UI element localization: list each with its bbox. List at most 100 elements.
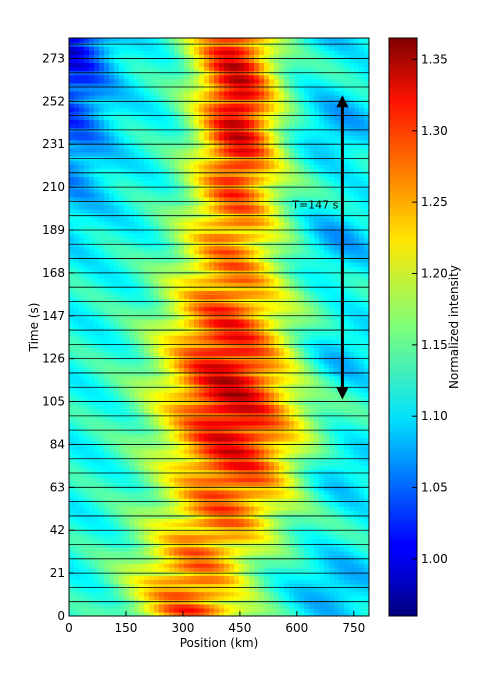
heatmap-cell (84, 290, 90, 296)
heatmap-cell (219, 550, 225, 556)
heatmap-cell (329, 355, 335, 361)
heatmap-cell (334, 461, 340, 466)
heatmap-cell (154, 396, 160, 401)
heatmap-cell (209, 282, 215, 287)
heatmap-cell (289, 477, 295, 483)
heatmap-cell (269, 611, 275, 616)
heatmap-cell (129, 571, 135, 576)
heatmap-cell (269, 506, 275, 511)
heatmap-cell (299, 518, 305, 523)
heatmap-cell (89, 546, 95, 552)
heatmap-cell (324, 388, 330, 393)
heatmap-cell (234, 379, 240, 385)
heatmap-cell (164, 379, 170, 385)
heatmap-cell (284, 469, 290, 475)
heatmap-cell (229, 282, 235, 287)
heatmap-cell (244, 510, 250, 515)
heatmap-cell (359, 506, 365, 511)
heatmap-cell (244, 392, 250, 397)
heatmap-cell (359, 473, 365, 479)
heatmap-cell (314, 445, 320, 450)
heatmap-cell (254, 412, 260, 418)
heatmap-cell (224, 457, 230, 462)
heatmap-cell (239, 388, 245, 393)
heatmap-cell (319, 489, 325, 495)
heatmap-cell (84, 579, 90, 585)
heatmap-cell (344, 314, 350, 320)
heatmap-cell (244, 327, 250, 332)
heatmap-cell (124, 554, 130, 560)
heatmap-cell (239, 485, 245, 491)
heatmap-cell (314, 449, 320, 454)
heatmap-cell (189, 286, 195, 291)
heatmap-cell (239, 379, 245, 385)
heatmap-cell (299, 473, 305, 479)
heatmap-cell (254, 351, 260, 357)
heatmap-cell (144, 424, 150, 430)
heatmap-cell (214, 282, 220, 287)
heatmap-cell (109, 546, 115, 552)
heatmap-cell (144, 278, 150, 283)
heatmap-cell (104, 489, 110, 495)
heatmap-cell (199, 457, 205, 462)
heatmap-cell (149, 575, 155, 580)
heatmap-cell (209, 327, 215, 332)
heatmap-cell (204, 530, 210, 536)
heatmap-cell (214, 550, 220, 556)
heatmap-cell (214, 408, 220, 414)
heatmap-cell (319, 351, 325, 357)
heatmap-cell (209, 432, 215, 438)
heatmap-cell (144, 388, 150, 393)
heatmap-cell (154, 526, 160, 532)
heatmap-cell (99, 526, 105, 532)
heatmap-cell (254, 282, 260, 287)
heatmap-cell (339, 436, 345, 442)
heatmap-cell (249, 408, 255, 414)
heatmap-cell (309, 318, 315, 324)
heatmap-cell (319, 400, 325, 405)
heatmap-cell (189, 567, 195, 572)
heatmap-cell (344, 595, 350, 601)
heatmap-cell (219, 420, 225, 426)
heatmap-cell (114, 371, 120, 377)
heatmap-cell (244, 481, 250, 487)
heatmap-cell (284, 522, 290, 528)
heatmap-cell (79, 331, 85, 336)
heatmap-cell (284, 542, 290, 548)
heatmap-cell (174, 440, 180, 446)
heatmap-cell (239, 534, 245, 540)
heatmap-cell (314, 465, 320, 471)
heatmap-cell (139, 343, 145, 348)
heatmap-cell (174, 550, 180, 556)
heatmap-cell (199, 359, 205, 365)
heatmap-cell (349, 530, 355, 536)
heatmap-cell (89, 453, 95, 458)
heatmap-cell (214, 587, 220, 593)
heatmap-cell (224, 400, 230, 405)
heatmap-cell (264, 388, 270, 393)
heatmap-cell (69, 400, 75, 405)
heatmap-cell (224, 575, 230, 580)
heatmap-cell (104, 546, 110, 552)
heatmap-cell (319, 310, 325, 316)
heatmap-cell (199, 302, 205, 308)
heatmap-cell (244, 506, 250, 511)
heatmap-cell (159, 420, 165, 426)
heatmap-cell (309, 322, 315, 328)
heatmap-cell (99, 587, 105, 593)
heatmap-cell (139, 302, 145, 308)
heatmap-cell (194, 322, 200, 328)
heatmap-cell (174, 477, 180, 483)
heatmap-cell (239, 412, 245, 418)
heatmap-cell (324, 404, 330, 410)
heatmap-cell (189, 428, 195, 434)
heatmap-cell (74, 465, 80, 471)
heatmap-cell (154, 530, 160, 536)
heatmap-cell (119, 278, 125, 283)
heatmap-cell (99, 595, 105, 601)
heatmap-cell (324, 497, 330, 503)
heatmap-cell (109, 587, 115, 593)
heatmap-cell (309, 331, 315, 336)
heatmap-cell (129, 424, 135, 430)
heatmap-cell (69, 526, 75, 532)
